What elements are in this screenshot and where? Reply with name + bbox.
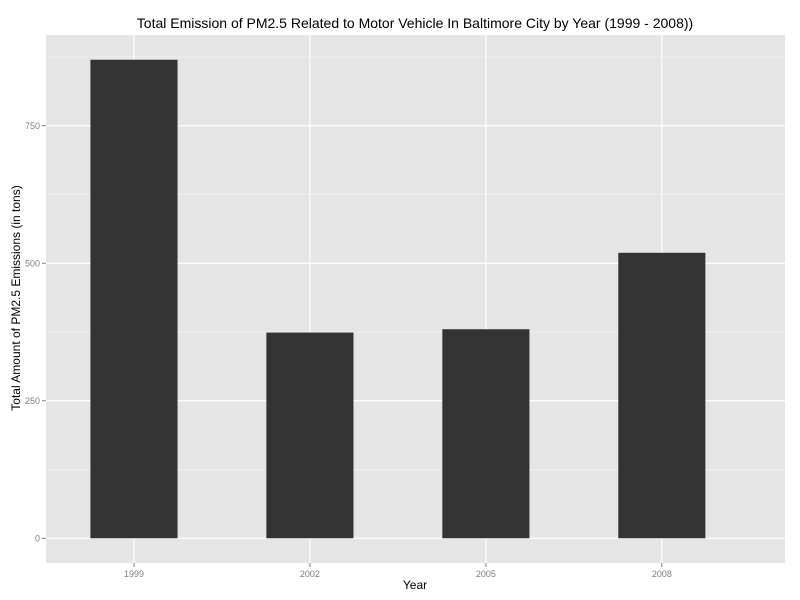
chart-title: Total Emission of PM2.5 Related to Motor… bbox=[137, 15, 693, 31]
bar-1999 bbox=[90, 59, 178, 539]
x-tick-label: 2002 bbox=[300, 569, 320, 579]
bar-2002 bbox=[266, 332, 354, 539]
y-tick-label: 250 bbox=[25, 396, 40, 406]
bar-2005 bbox=[442, 329, 530, 539]
y-tick-label: 0 bbox=[35, 533, 40, 543]
y-axis: 0 250 500 750 bbox=[25, 121, 46, 543]
x-axis: 1999 2002 2005 2008 bbox=[124, 563, 672, 579]
y-axis-title: Total Amount of PM2.5 Emissions (in tons… bbox=[9, 185, 23, 410]
y-tick-label: 750 bbox=[25, 121, 40, 131]
y-tick-label: 500 bbox=[25, 258, 40, 268]
bars bbox=[90, 59, 706, 539]
x-axis-title: Year bbox=[403, 578, 427, 592]
bar-2008 bbox=[618, 252, 706, 539]
x-tick-label: 2005 bbox=[476, 569, 496, 579]
x-tick-label: 1999 bbox=[124, 569, 144, 579]
x-tick-label: 2008 bbox=[652, 569, 672, 579]
